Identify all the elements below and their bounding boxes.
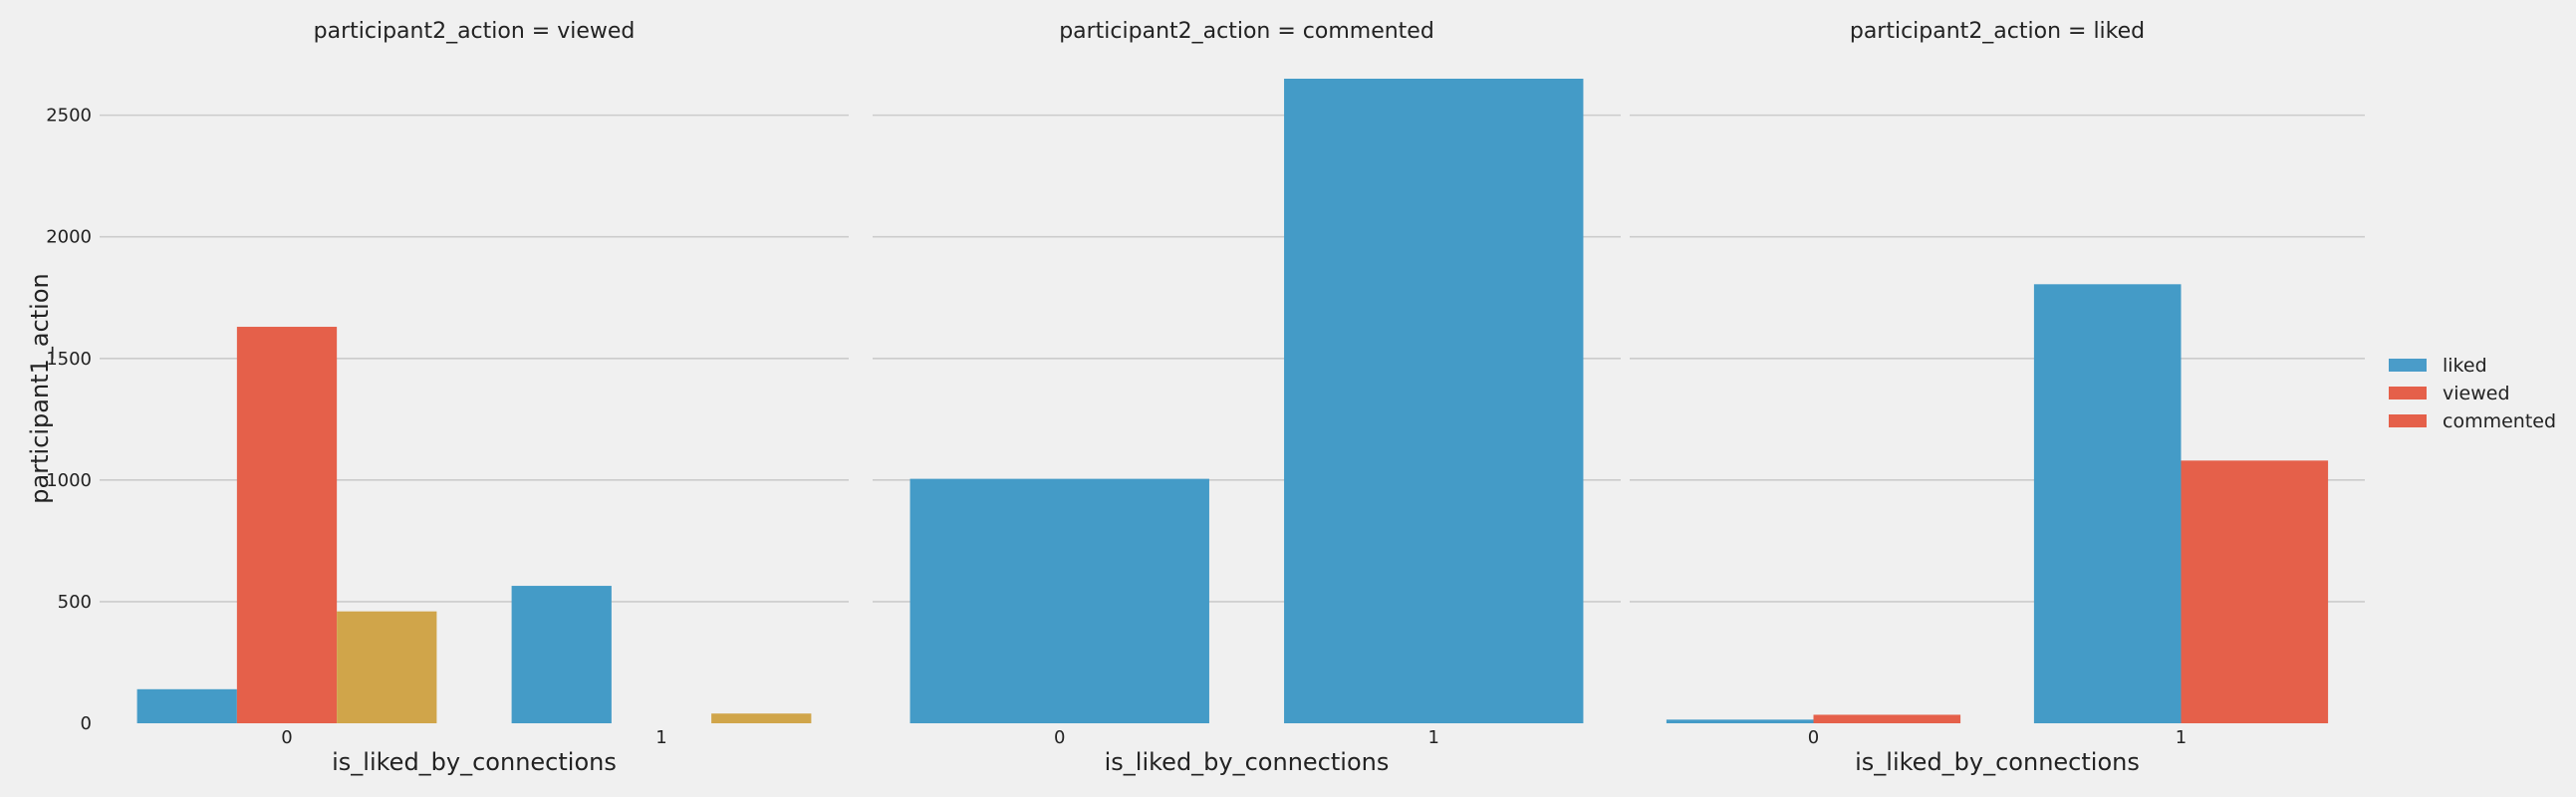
legend-label: viewed bbox=[2443, 383, 2510, 404]
y-tick-label: 500 bbox=[58, 592, 92, 613]
x-tick-label: 0 bbox=[1808, 727, 1819, 748]
panel-1: participant2_action = commented 0 1 is_like… bbox=[873, 19, 1621, 776]
panel-0: 0 500 1000 1500 2000 2500 participant2_action … bbox=[46, 19, 849, 776]
facet-title: participant2_action = viewed bbox=[314, 19, 636, 44]
bar-viewed-0 bbox=[236, 327, 338, 723]
x-axis-label: is_liked_by_connections bbox=[1105, 748, 1390, 776]
legend: liked viewed commented bbox=[2389, 355, 2556, 432]
bar-viewed-0 bbox=[1813, 714, 1961, 723]
y-tick-label: 1000 bbox=[46, 470, 92, 491]
bar-liked-1 bbox=[2033, 284, 2182, 723]
bar-liked-1 bbox=[511, 586, 612, 723]
y-tick-label: 1500 bbox=[46, 349, 92, 370]
x-tick-label: 1 bbox=[1428, 727, 1439, 748]
legend-swatch bbox=[2389, 387, 2427, 399]
bar-liked-0 bbox=[909, 478, 1209, 723]
legend-item-viewed: viewed bbox=[2389, 383, 2510, 404]
y-tick-label: 2500 bbox=[46, 106, 92, 127]
x-axis-label: is_liked_by_connections bbox=[332, 748, 617, 776]
legend-item-liked: liked bbox=[2389, 355, 2487, 377]
legend-label: commented bbox=[2443, 410, 2556, 432]
facet-title: participant2_action = liked bbox=[1850, 19, 2145, 44]
bar-commented-0 bbox=[337, 611, 437, 723]
bar-liked-0 bbox=[1666, 719, 1814, 723]
x-tick-label: 1 bbox=[2176, 727, 2187, 748]
bar-liked-0 bbox=[136, 688, 237, 723]
legend-label: liked bbox=[2443, 355, 2487, 377]
bar-viewed-1 bbox=[2181, 460, 2329, 723]
legend-swatch bbox=[2389, 414, 2427, 427]
facet-title: participant2_action = commented bbox=[1059, 19, 1434, 44]
legend-item-commented: commented bbox=[2389, 410, 2556, 432]
bar-commented-1 bbox=[711, 713, 812, 723]
x-tick-label: 0 bbox=[281, 727, 292, 748]
bar-liked-1 bbox=[1284, 79, 1584, 723]
y-tick-label: 2000 bbox=[46, 227, 92, 248]
panel-2: participant2_action = liked 0 1 is_liked_by… bbox=[1630, 19, 2365, 776]
x-tick-label: 1 bbox=[655, 727, 666, 748]
chart-panels: 05001000150020002500participant2_action … bbox=[46, 19, 2365, 776]
y-tick-label: 0 bbox=[81, 713, 92, 734]
x-tick-label: 0 bbox=[1054, 727, 1065, 748]
legend-swatch bbox=[2389, 359, 2427, 372]
y-axis-label: participant1_action bbox=[26, 273, 54, 503]
x-axis-label: is_liked_by_connections bbox=[1855, 748, 2140, 776]
